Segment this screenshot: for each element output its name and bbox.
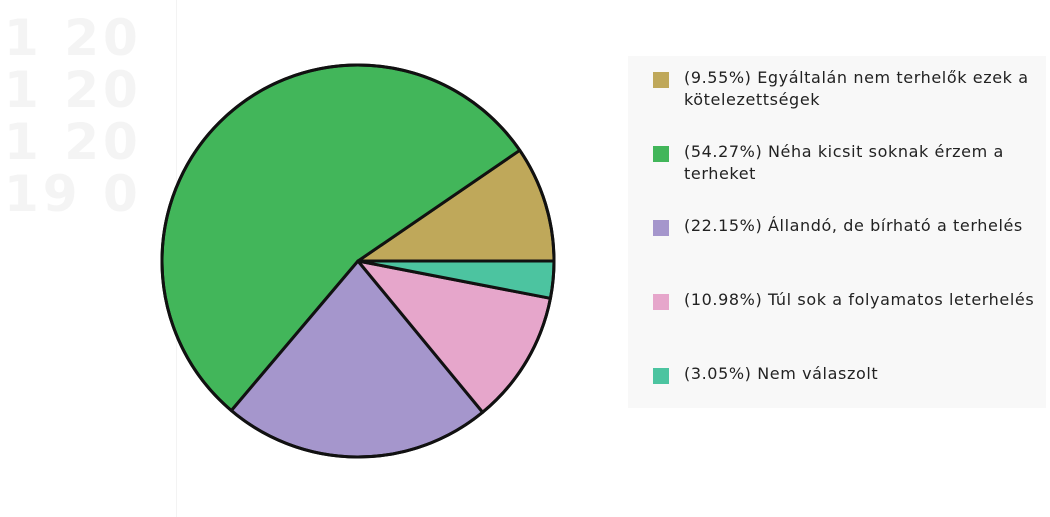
legend-label: (22.15%) Állandó, de bírható a terhelés — [684, 216, 1023, 235]
legend-label: (54.27%) Néha kicsit soknak érzem a terh… — [684, 142, 1004, 183]
pie-outline — [160, 63, 556, 459]
legend-swatch — [653, 72, 669, 88]
legend-swatch — [653, 368, 669, 384]
legend-label: (9.55%) Egyáltalán nem terhelők ezek a k… — [684, 68, 1029, 109]
chart-legend: (9.55%) Egyáltalán nem terhelők ezek a k… — [628, 56, 1046, 408]
legend-swatch — [653, 146, 669, 162]
legend-swatch — [653, 294, 669, 310]
pie-chart — [160, 63, 556, 459]
legend-label: (10.98%) Túl sok a folyamatos leterhelés — [684, 290, 1035, 309]
legend-swatch — [653, 220, 669, 236]
background-watermark: 1 20 1 20 1 20 19 0 — [4, 9, 142, 223]
legend-label: (3.05%) Nem válaszolt — [684, 364, 879, 383]
